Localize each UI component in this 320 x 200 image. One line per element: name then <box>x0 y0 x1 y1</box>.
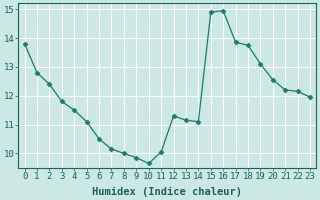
X-axis label: Humidex (Indice chaleur): Humidex (Indice chaleur) <box>92 186 242 197</box>
